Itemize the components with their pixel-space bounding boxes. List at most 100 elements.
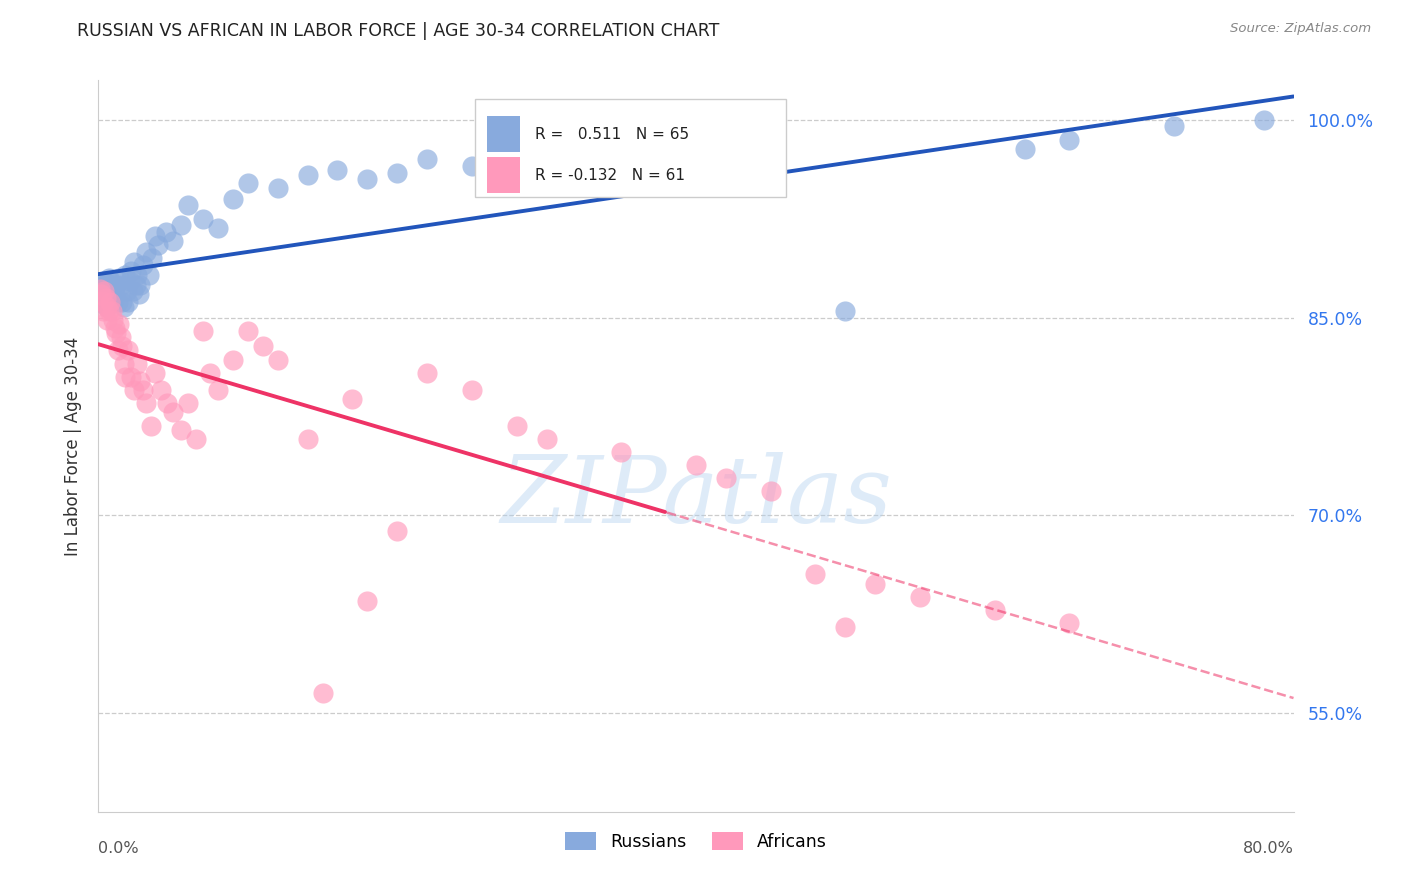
Point — [311, 686, 333, 700]
Point — [135, 396, 157, 410]
Point — [125, 277, 148, 292]
Point — [112, 357, 135, 371]
Point — [207, 220, 229, 235]
Point — [91, 294, 114, 309]
Point — [90, 284, 112, 298]
Point — [98, 281, 122, 295]
Point — [91, 294, 114, 309]
Legend: Russians, Africans: Russians, Africans — [558, 825, 834, 858]
Point — [101, 277, 124, 291]
Point — [121, 284, 143, 298]
Point — [1059, 132, 1081, 146]
Point — [536, 432, 558, 446]
Point — [984, 603, 1007, 617]
Point — [132, 258, 155, 272]
Point — [1253, 112, 1275, 127]
Point — [184, 432, 207, 446]
Point — [139, 418, 162, 433]
Point — [267, 352, 290, 367]
FancyBboxPatch shape — [475, 99, 786, 197]
Point — [94, 291, 117, 305]
Point — [132, 383, 155, 397]
Point — [97, 304, 120, 318]
Text: R = -0.132   N = 61: R = -0.132 N = 61 — [534, 168, 685, 183]
Point — [107, 343, 129, 358]
Point — [98, 294, 122, 309]
Text: R =   0.511   N = 65: R = 0.511 N = 65 — [534, 127, 689, 142]
Point — [124, 383, 146, 397]
Point — [120, 369, 142, 384]
Point — [148, 238, 170, 252]
Point — [112, 300, 135, 314]
Point — [804, 567, 827, 582]
Point — [120, 264, 142, 278]
Text: ZIPatlas: ZIPatlas — [501, 452, 891, 542]
Point — [103, 313, 125, 327]
Point — [834, 304, 856, 318]
Point — [98, 291, 122, 305]
Point — [834, 620, 856, 634]
Text: Source: ZipAtlas.com: Source: ZipAtlas.com — [1230, 22, 1371, 36]
Point — [155, 225, 177, 239]
Point — [101, 286, 124, 301]
Point — [93, 297, 115, 311]
Point — [90, 277, 112, 292]
Point — [103, 294, 125, 309]
Point — [96, 313, 118, 327]
Point — [461, 159, 484, 173]
Point — [908, 590, 931, 604]
Point — [124, 255, 146, 269]
Point — [96, 277, 118, 291]
Point — [342, 392, 364, 407]
Point — [267, 181, 290, 195]
Point — [94, 291, 117, 305]
Point — [110, 330, 132, 344]
Point — [356, 172, 378, 186]
Bar — [486, 116, 520, 153]
Point — [96, 300, 118, 314]
Point — [128, 286, 150, 301]
Point — [94, 281, 117, 295]
Point — [236, 176, 259, 190]
Bar — [486, 157, 520, 194]
Point — [297, 168, 319, 182]
Point — [111, 339, 134, 353]
Text: 0.0%: 0.0% — [98, 841, 139, 856]
Point — [207, 383, 229, 397]
Point — [141, 251, 163, 265]
Point — [169, 219, 191, 233]
Point — [114, 369, 136, 384]
Point — [91, 280, 114, 294]
Point — [162, 405, 184, 419]
Point — [685, 458, 707, 472]
Point — [385, 165, 409, 179]
Text: RUSSIAN VS AFRICAN IN LABOR FORCE | AGE 30-34 CORRELATION CHART: RUSSIAN VS AFRICAN IN LABOR FORCE | AGE … — [77, 22, 720, 40]
Point — [111, 294, 134, 309]
Point — [143, 228, 166, 243]
Point — [191, 324, 214, 338]
Point — [105, 277, 128, 292]
Point — [129, 277, 152, 292]
Point — [89, 291, 111, 305]
Point — [162, 234, 184, 248]
Point — [416, 153, 439, 167]
Point — [118, 274, 141, 288]
Point — [105, 326, 128, 341]
Point — [1014, 142, 1036, 156]
Text: 80.0%: 80.0% — [1243, 841, 1294, 856]
Point — [356, 594, 378, 608]
Point — [96, 300, 118, 314]
Y-axis label: In Labor Force | Age 30-34: In Labor Force | Age 30-34 — [63, 336, 82, 556]
Point — [114, 268, 136, 283]
Point — [1163, 120, 1185, 134]
Point — [759, 484, 782, 499]
Point — [93, 274, 115, 288]
Point — [236, 324, 259, 338]
Point — [610, 445, 633, 459]
Point — [97, 271, 120, 285]
Point — [97, 284, 120, 298]
Point — [91, 286, 114, 301]
Point — [1059, 616, 1081, 631]
Point — [115, 284, 138, 298]
Point — [104, 286, 127, 301]
